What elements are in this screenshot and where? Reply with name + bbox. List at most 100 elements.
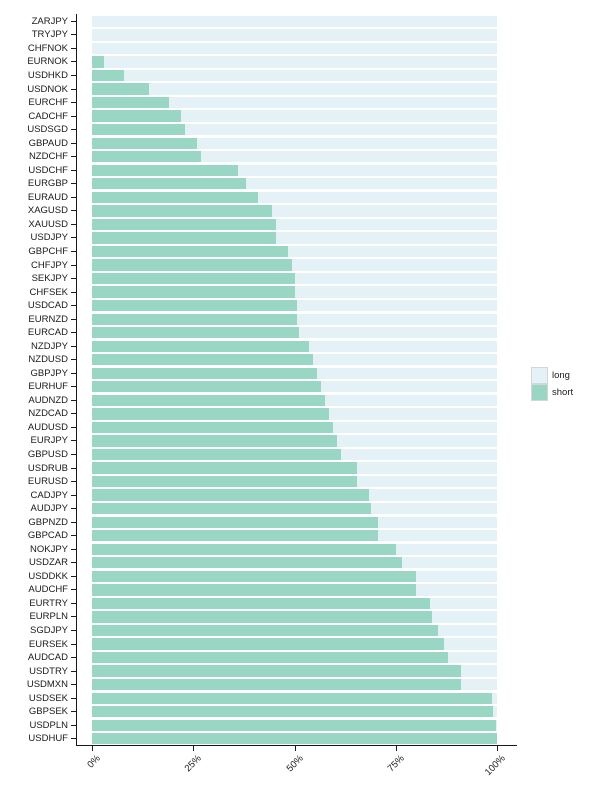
long-bar-segment: [237, 164, 497, 176]
y-axis-label: EURNOK: [27, 56, 68, 68]
long-bar-segment: [296, 313, 497, 325]
long-bar-segment: [460, 665, 497, 677]
legend-label-long: long: [552, 370, 570, 381]
y-axis-label: EURCAD: [27, 327, 68, 339]
x-axis-tick-label: 0%: [85, 753, 103, 771]
bar-row: [92, 69, 497, 82]
bar-row: [92, 448, 497, 461]
bar-row: [92, 638, 497, 650]
y-axis-tick: [71, 223, 76, 225]
long-bar-segment: [492, 706, 497, 718]
y-axis-tick: [71, 210, 76, 212]
short-bar-segment: [92, 245, 289, 258]
short-bar-segment: [92, 313, 297, 325]
y-axis-tick: [71, 657, 76, 659]
bar-row: [92, 299, 497, 312]
long-bar-segment: [438, 624, 497, 637]
short-bar-segment: [92, 340, 309, 352]
x-axis-tick-label: 25%: [182, 753, 205, 775]
y-axis-tick: [71, 156, 76, 158]
long-bar-segment: [324, 394, 497, 407]
bar-row: [92, 29, 497, 41]
bar-row: [92, 624, 497, 637]
short-bar-segment: [92, 381, 321, 393]
bar-row: [92, 205, 497, 217]
y-axis-tick: [71, 426, 76, 428]
y-axis-label: XAGUSD: [27, 205, 68, 217]
y-axis-label: EURUSD: [27, 476, 68, 488]
y-axis-label: GBPNZD: [28, 516, 68, 528]
y-axis-tick: [71, 237, 76, 239]
y-axis-tick: [71, 47, 76, 49]
y-axis-label: EURCHF: [28, 97, 68, 109]
y-axis-tick: [71, 630, 76, 631]
short-bar-segment: [92, 719, 496, 731]
y-axis-label: USDNOK: [27, 83, 68, 95]
long-bar-segment: [276, 232, 497, 244]
short-bar-segment: [92, 327, 299, 339]
y-axis-label: XAUUSD: [28, 218, 68, 230]
y-axis-label: GBPCAD: [27, 530, 68, 542]
y-axis-label: EURSEK: [28, 638, 68, 650]
y-axis-label: USDHUF: [28, 733, 68, 745]
short-bar-segment: [92, 475, 358, 488]
y-axis-tick: [71, 602, 76, 604]
short-bar-segment: [92, 584, 416, 596]
bar-row: [92, 56, 497, 68]
y-axis-tick: [71, 20, 76, 22]
long-bar-segment: [357, 462, 497, 474]
y-axis-tick: [71, 264, 76, 266]
y-axis-label: USDHKD: [27, 69, 68, 81]
bar-row: [92, 110, 497, 122]
long-bar-segment: [432, 611, 497, 623]
bar-row: [92, 367, 497, 379]
long-bar-segment: [430, 597, 497, 610]
short-bar-segment: [92, 489, 370, 501]
y-axis-label: AUDCAD: [27, 652, 68, 664]
y-axis-tick: [71, 34, 76, 36]
y-axis-label: GBPCHF: [28, 245, 68, 257]
y-axis-tick: [71, 250, 76, 252]
bar-row: [92, 313, 497, 325]
short-bar-segment: [92, 218, 277, 231]
y-axis-label: USDZAR: [28, 557, 68, 569]
bar-row: [92, 679, 497, 691]
long-bar-segment: [181, 110, 497, 122]
short-bar-segment: [92, 367, 317, 379]
y-axis-label: EURJPY: [30, 435, 68, 447]
long-bar-segment: [341, 448, 497, 461]
short-bar-segment: [92, 611, 433, 623]
long-bar-segment: [448, 651, 497, 664]
y-axis-label: ZARJPY: [31, 15, 68, 27]
short-bar-segment: [92, 638, 445, 650]
long-bar-segment: [92, 29, 497, 41]
y-axis-label: AUDJPY: [30, 503, 68, 515]
short-bar-segment: [92, 679, 461, 691]
y-axis-label: USDJPY: [30, 232, 68, 244]
y-axis-label: CHFNOK: [27, 42, 68, 54]
long-bar-segment: [308, 340, 497, 352]
y-axis-label: AUDNZD: [28, 394, 68, 406]
y-axis-tick: [71, 670, 76, 672]
y-axis-tick: [71, 386, 76, 388]
long-bar-segment: [168, 96, 497, 109]
y-axis-label: GBPSEK: [28, 706, 68, 718]
y-axis-label: USDPLN: [29, 719, 68, 731]
bar-row: [92, 354, 497, 366]
bar-row: [92, 733, 497, 745]
y-axis-tick: [71, 61, 76, 63]
y-axis-tick: [71, 535, 76, 537]
short-bar-segment: [92, 665, 461, 677]
y-axis-label: NOKJPY: [29, 543, 68, 555]
long-bar-segment: [337, 435, 497, 447]
y-axis-label: USDCHF: [28, 164, 68, 176]
short-bar-segment: [92, 164, 238, 176]
x-axis-tick-label: 50%: [284, 753, 306, 775]
long-bar-segment: [288, 245, 497, 258]
y-axis-tick: [71, 616, 76, 618]
bar-row: [92, 96, 497, 109]
bar-row: [92, 475, 497, 488]
long-bar-segment: [258, 191, 497, 203]
y-axis-label: CADJPY: [30, 489, 68, 501]
y-axis-tick: [71, 548, 76, 550]
